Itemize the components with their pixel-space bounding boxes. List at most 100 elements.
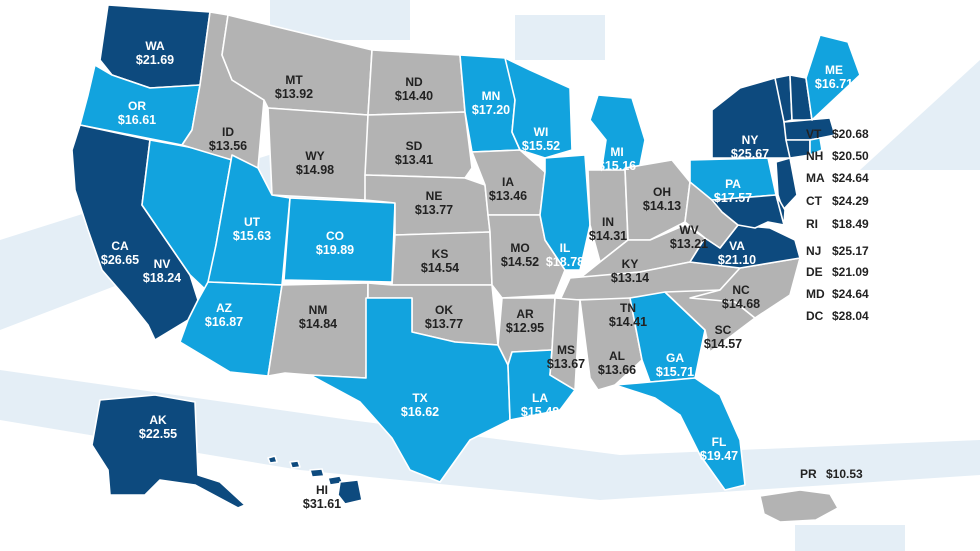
state-label-GA: GA$15.71 (656, 351, 694, 379)
state-abbr-ND: ND (405, 75, 423, 89)
callout-abbr-NJ: NJ (806, 244, 821, 258)
state-label-WV: WV$13.21 (670, 223, 708, 251)
state-abbr-MN: MN (482, 89, 501, 103)
callout-value-MA: $24.64 (832, 171, 869, 185)
state-value-VA: $21.10 (718, 253, 756, 267)
state-shape-TX (309, 297, 511, 483)
state-abbr-WA: WA (145, 39, 165, 53)
state-label-AK: AK$22.55 (139, 413, 177, 441)
state-label-ID: ID$13.56 (209, 125, 247, 153)
state-value-IA: $13.46 (489, 189, 527, 203)
state-label-AZ: AZ$16.87 (205, 301, 243, 329)
state-value-AZ: $16.87 (205, 315, 243, 329)
callout-label-DE: DE $21.09 (806, 265, 869, 279)
state-value-WY: $14.98 (296, 163, 334, 177)
state-label-NM: NM$14.84 (299, 303, 337, 331)
state-abbr-VA: VA (729, 239, 745, 253)
state-label-MO: MO$14.52 (501, 241, 539, 269)
state-value-IL: $18.78 (546, 255, 584, 269)
state-value-FL: $19.47 (700, 449, 738, 463)
state-label-WA: WA$21.69 (136, 39, 174, 67)
state-value-NE: $13.77 (415, 203, 453, 217)
state-label-IA: IA$13.46 (489, 175, 527, 203)
state-label-MI: MI$15.16 (598, 145, 636, 173)
puerto-rico (759, 489, 839, 523)
state-abbr-NE: NE (426, 189, 443, 203)
state-value-GA: $15.71 (656, 365, 694, 379)
state-abbr-NY: NY (742, 133, 759, 147)
state-value-SC: $14.57 (704, 337, 742, 351)
bg-band-top-2 (515, 15, 605, 60)
state-value-NM: $14.84 (299, 317, 337, 331)
state-value-MS: $13.67 (547, 357, 585, 371)
state-label-LA: LA$15.48 (521, 391, 559, 419)
state-abbr-SD: SD (406, 139, 423, 153)
state-label-WI: WI$15.52 (522, 125, 560, 153)
state-label-MS: MS$13.67 (547, 343, 585, 371)
bg-band-right (860, 60, 980, 170)
state-value-ND: $14.40 (395, 89, 433, 103)
state-value-WA: $21.69 (136, 53, 174, 67)
state-abbr-MS: MS (557, 343, 575, 357)
callout-abbr-MA: MA (806, 171, 825, 185)
state-value-IN: $14.31 (589, 229, 627, 243)
state-abbr-UT: UT (244, 215, 261, 229)
state-shape-RI (809, 137, 823, 156)
state-abbr-ID: ID (222, 125, 234, 139)
callout-value-PR: $10.53 (826, 467, 863, 481)
state-label-NC: NC$14.68 (722, 283, 760, 311)
state-value-TN: $14.41 (609, 315, 647, 329)
state-shape-FL (614, 377, 746, 491)
state-shape-UT (207, 154, 291, 286)
state-value-CA: $26.65 (101, 253, 139, 267)
callout-label-RI: RI $18.49 (806, 217, 869, 231)
callout-value-RI: $18.49 (832, 217, 869, 231)
state-shape-NC (689, 257, 801, 319)
callout-label-DC: DC $28.04 (806, 309, 869, 323)
state-abbr-ME: ME (825, 63, 843, 77)
state-value-CO: $19.89 (316, 243, 354, 257)
callout-labels: VT $20.68 NH $20.50 MA $24.64 CT $24.29 RI $18.49… (800, 127, 869, 481)
callout-label-NH: NH $20.50 (806, 149, 869, 163)
state-label-IL: IL$18.78 (546, 241, 584, 269)
state-label-IN: IN$14.31 (589, 215, 627, 243)
state-abbr-AZ: AZ (216, 301, 232, 315)
state-shape-NJ (775, 157, 798, 211)
state-abbr-PA: PA (725, 177, 741, 191)
state-value-MN: $17.20 (472, 103, 510, 117)
state-shape-MD (711, 194, 785, 229)
state-abbr-SC: SC (715, 323, 732, 337)
state-value-KY: $13.14 (611, 271, 649, 285)
state-label-MT: MT$13.92 (275, 73, 313, 101)
state-abbr-MT: MT (285, 73, 303, 87)
callout-label-NJ: NJ $25.17 (806, 244, 869, 258)
state-label-MN: MN$17.20 (472, 89, 510, 117)
state-abbr-OH: OH (653, 185, 671, 199)
state-shape-PR (759, 489, 839, 523)
state-abbr-GA: GA (666, 351, 684, 365)
state-abbr-AR: AR (516, 307, 534, 321)
state-value-UT: $15.63 (233, 229, 271, 243)
state-abbr-WV: WV (679, 223, 698, 237)
callout-value-VT: $20.68 (832, 127, 869, 141)
state-label-CA: CA$26.65 (101, 239, 139, 267)
callout-value-DE: $21.09 (832, 265, 869, 279)
state-abbr-HI: HI (316, 483, 328, 497)
state-value-ID: $13.56 (209, 139, 247, 153)
state-value-WV: $13.21 (670, 237, 708, 251)
state-value-NV: $18.24 (143, 271, 181, 285)
state-label-SC: SC$14.57 (704, 323, 742, 351)
callout-abbr-DE: DE (806, 265, 823, 279)
callout-abbr-MD: MD (806, 287, 825, 301)
state-shape-HI-island-2 (289, 460, 301, 469)
state-shape-IL (539, 154, 591, 271)
state-abbr-NM: NM (309, 303, 328, 317)
callout-label-MA: MA $24.64 (806, 171, 869, 185)
state-value-AL: $13.66 (598, 363, 636, 377)
state-value-MO: $14.52 (501, 255, 539, 269)
callout-value-NJ: $25.17 (832, 244, 869, 258)
state-shape-HI-island-5 (337, 479, 363, 505)
callout-value-NH: $20.50 (832, 149, 869, 163)
state-shape-MA (783, 117, 836, 141)
